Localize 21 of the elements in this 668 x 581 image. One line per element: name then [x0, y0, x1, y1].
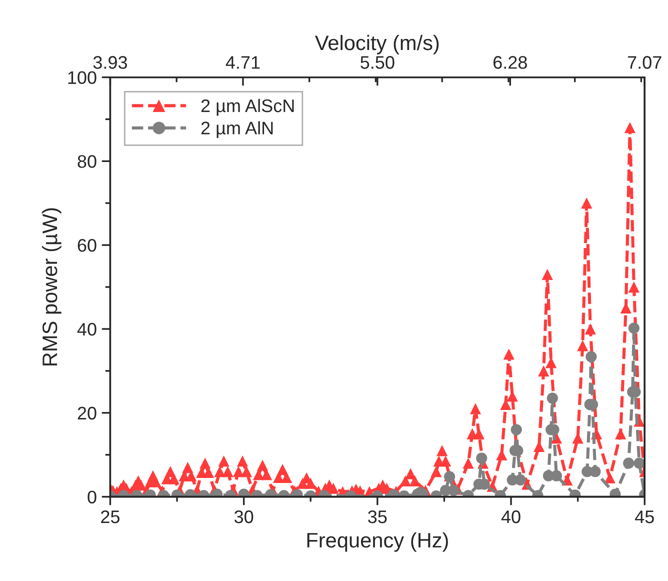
- y-tick-label: 100: [68, 71, 96, 84]
- y-tick-label: 60: [78, 239, 96, 252]
- x-tick-label: 30: [234, 510, 254, 524]
- x-tick-label: 25: [101, 510, 120, 524]
- x2-tick-label: 3.93: [93, 56, 127, 69]
- x2-tick-label: 6.28: [494, 56, 527, 69]
- y-tick-label: 80: [78, 155, 96, 168]
- y-axis-title: RMS power (µW): [42, 208, 62, 366]
- y-tick-label: 0: [88, 490, 96, 504]
- y-tick-label: 20: [78, 406, 96, 420]
- legend-label: 2 µm AlScN: [201, 98, 294, 116]
- x2-tick-label: 5.50: [360, 56, 394, 69]
- x2-tick-label: 7.07: [628, 56, 662, 69]
- x2-tick-label: 4.71: [226, 56, 260, 69]
- legend-label: 2 µm AlN: [201, 121, 273, 138]
- x-tick-label: 35: [368, 510, 387, 524]
- x2-axis-title: Velocity (m/s): [315, 34, 439, 54]
- x-axis-title: Frequency (Hz): [307, 532, 448, 552]
- x-tick-label: 45: [634, 510, 654, 524]
- x-tick-label: 40: [501, 510, 520, 524]
- y-tick-label: 40: [77, 322, 96, 336]
